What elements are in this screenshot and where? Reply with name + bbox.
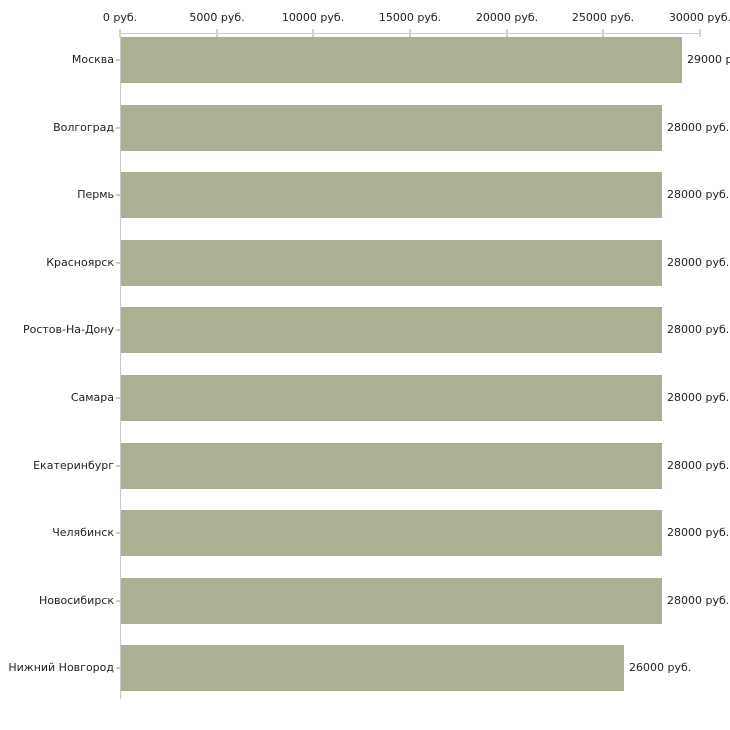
x-axis-tick-label: 30000 руб. xyxy=(668,11,730,24)
value-label: 28000 руб. xyxy=(667,188,730,201)
x-axis-tick-mark xyxy=(312,29,314,37)
category-tick-mark xyxy=(116,532,120,534)
x-axis-tick-label: 20000 руб. xyxy=(475,11,539,24)
category-tick-mark xyxy=(116,262,120,264)
category-label: Ростов-На-Дону xyxy=(22,323,114,336)
bar-Екатеринбург xyxy=(121,443,662,489)
value-label: 28000 руб. xyxy=(667,121,730,134)
category-label: Екатеринбург xyxy=(33,459,114,472)
value-label: 28000 руб. xyxy=(667,256,730,269)
x-axis-tick-label: 10000 руб. xyxy=(281,11,345,24)
value-label: 28000 руб. xyxy=(667,526,730,539)
x-axis-tick-mark xyxy=(409,29,411,37)
bar-Волгоград xyxy=(121,105,662,151)
x-axis-tick-label: 0 руб. xyxy=(102,11,138,24)
bar-Москва xyxy=(121,37,682,83)
category-label: Челябинск xyxy=(52,526,114,539)
x-axis-tick-label: 5000 руб. xyxy=(189,11,245,24)
bar-Новосибирск xyxy=(121,578,662,624)
value-label: 28000 руб. xyxy=(667,391,730,404)
category-label: Нижний Новгород xyxy=(8,661,114,674)
value-label: 28000 руб. xyxy=(667,459,730,472)
x-axis-tick-label: 25000 руб. xyxy=(571,11,635,24)
bar-Нижний Новгород xyxy=(121,645,624,691)
x-axis-tick-mark xyxy=(216,29,218,37)
bar-Ростов-На-Дону xyxy=(121,307,662,353)
category-tick-mark xyxy=(116,397,120,399)
x-axis-tick-mark xyxy=(506,29,508,37)
bar-Пермь xyxy=(121,172,662,218)
x-axis-tick-mark xyxy=(119,29,121,37)
value-label: 28000 руб. xyxy=(667,323,730,336)
x-axis-tick-mark xyxy=(699,29,701,37)
category-tick-mark xyxy=(116,600,120,602)
category-label: Новосибирск xyxy=(38,594,114,607)
value-label: 28000 руб. xyxy=(667,594,730,607)
value-label: 26000 руб. xyxy=(629,661,692,674)
category-tick-mark xyxy=(116,59,120,61)
x-axis-tick-mark xyxy=(602,29,604,37)
category-label: Пермь xyxy=(77,188,114,201)
bar-Челябинск xyxy=(121,510,662,556)
category-tick-mark xyxy=(116,329,120,331)
category-label: Москва xyxy=(71,53,114,66)
value-label: 29000 руб. xyxy=(687,53,730,66)
category-label: Волгоград xyxy=(53,121,114,134)
category-tick-mark xyxy=(116,127,120,129)
bar-Красноярск xyxy=(121,240,662,286)
x-axis-tick-label: 15000 руб. xyxy=(378,11,442,24)
category-label: Красноярск xyxy=(46,256,114,269)
category-tick-mark xyxy=(116,667,120,669)
category-label: Самара xyxy=(70,391,114,404)
category-tick-mark xyxy=(116,194,120,196)
bar-Самара xyxy=(121,375,662,421)
category-tick-mark xyxy=(116,465,120,467)
y-axis-line xyxy=(120,33,121,699)
